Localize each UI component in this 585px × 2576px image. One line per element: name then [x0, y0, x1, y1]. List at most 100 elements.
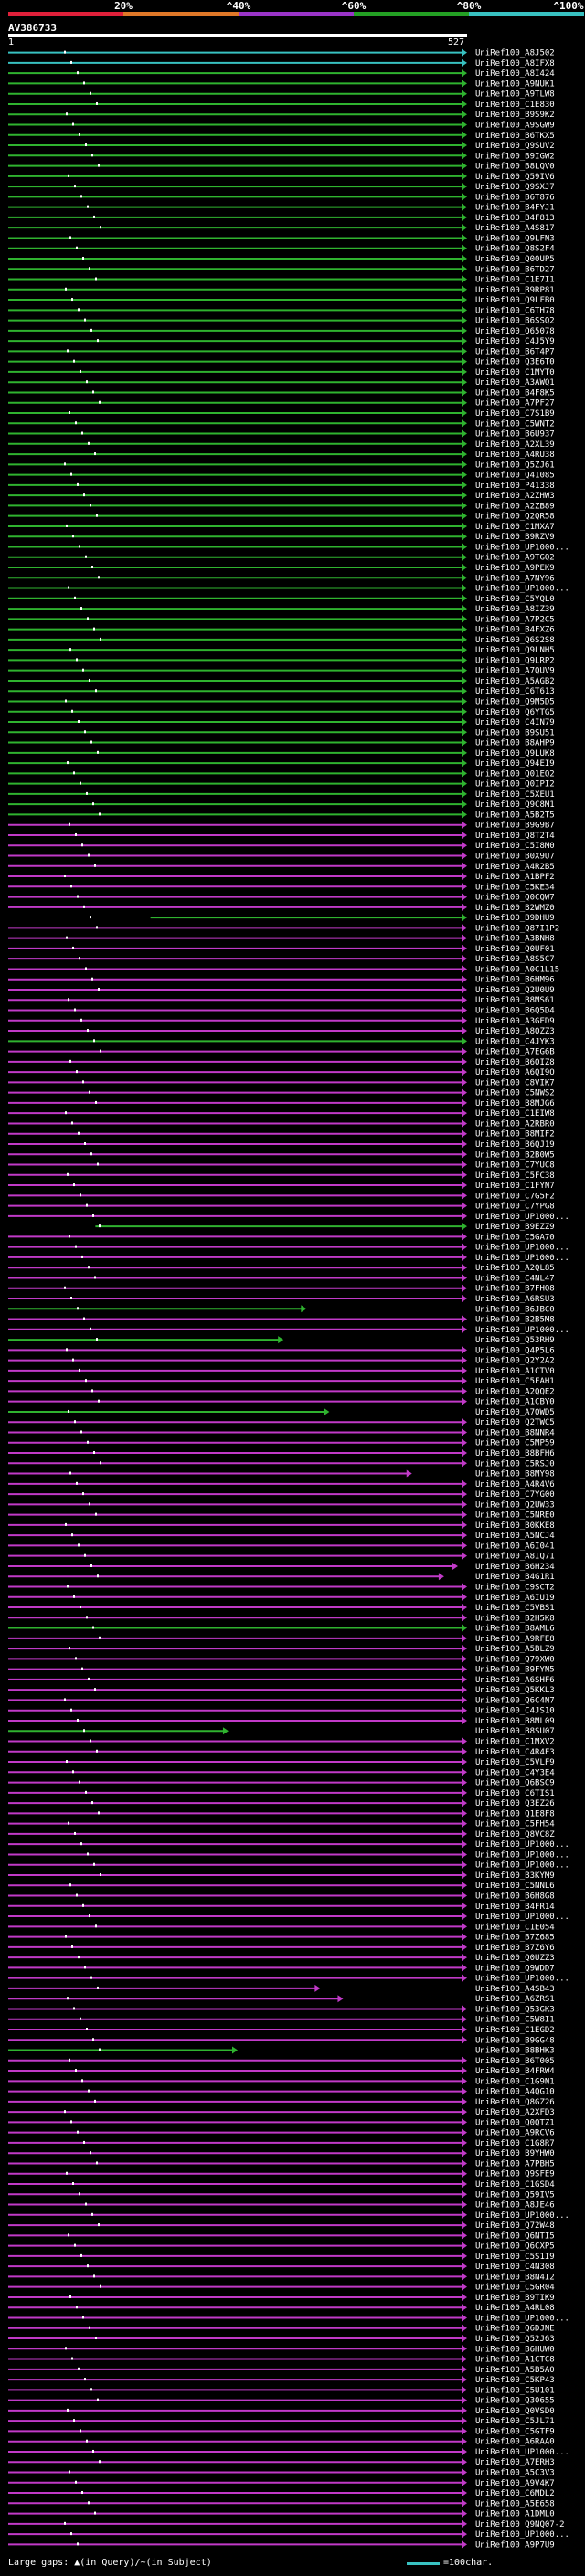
hit-row[interactable]: UniRef100_C5VLF9 — [8, 1758, 555, 1767]
hit-id-label[interactable]: UniRef100_C5WNT2 — [475, 419, 555, 429]
hit-id-label[interactable]: UniRef100_B4FR14 — [475, 1903, 555, 1912]
hit-row[interactable]: UniRef100_UP1000... — [8, 1243, 569, 1253]
hit-id-label[interactable]: UniRef100_Q0VSD0 — [475, 2407, 555, 2416]
hit-row[interactable]: UniRef100_Q94EI9 — [8, 759, 555, 769]
hit-row[interactable]: UniRef100_A7EG6B — [8, 1047, 555, 1057]
hit-id-label[interactable]: UniRef100_A2ZHW3 — [475, 492, 555, 501]
hit-id-label[interactable]: UniRef100_UP1000... — [475, 2314, 569, 2323]
hit-id-label[interactable]: UniRef100_Q72W48 — [475, 2221, 555, 2231]
hit-row[interactable]: UniRef100_A2XFD3 — [8, 2108, 555, 2117]
hit-id-label[interactable]: UniRef100_Q5ZJ61 — [475, 461, 555, 470]
hit-id-label[interactable]: UniRef100_A1CTC8 — [475, 2356, 555, 2365]
hit-row[interactable]: UniRef100_B9FYN5 — [8, 1665, 555, 1675]
hit-id-label[interactable]: UniRef100_UP1000... — [475, 1850, 569, 1860]
hit-id-label[interactable]: UniRef100_Q52J63 — [475, 2335, 555, 2344]
hit-id-label[interactable]: UniRef100_Q9WDD7 — [475, 1964, 555, 1973]
hit-row[interactable]: UniRef100_B9IGW2 — [8, 152, 555, 161]
hit-row[interactable]: UniRef100_B2B0W5 — [8, 1150, 555, 1160]
hit-row[interactable]: UniRef100_B9EZZ9 — [95, 1223, 555, 1232]
hit-id-label[interactable]: UniRef100_A7NY96 — [475, 574, 555, 583]
hit-row[interactable]: UniRef100_C9SCT2 — [8, 1583, 555, 1592]
hit-row[interactable]: UniRef100_Q8T2T4 — [8, 831, 555, 841]
hit-id-label[interactable]: UniRef100_C5S1I9 — [475, 2253, 555, 2262]
hit-id-label[interactable]: UniRef100_A2QL85 — [475, 1264, 555, 1273]
hit-id-label[interactable]: UniRef100_C7S1B9 — [475, 409, 555, 419]
hit-id-label[interactable]: UniRef100_C5U101 — [475, 2386, 555, 2395]
hit-row[interactable]: UniRef100_Q9NQ07-2 — [8, 2519, 565, 2529]
hit-id-label[interactable]: UniRef100_Q00UP5 — [475, 255, 555, 264]
hit-row[interactable]: UniRef100_C5FH54 — [8, 1819, 555, 1829]
hit-row[interactable]: UniRef100_B6TKX5 — [8, 132, 555, 141]
hit-id-label[interactable]: UniRef100_Q6DJNE — [475, 2325, 555, 2334]
hit-row[interactable]: UniRef100_B9RP81 — [8, 285, 555, 295]
hit-row[interactable]: UniRef100_B2H5K8 — [8, 1614, 555, 1623]
hit-row[interactable]: UniRef100_Q9LUK8 — [8, 748, 555, 758]
hit-id-label[interactable]: UniRef100_C1FYN7 — [475, 1182, 555, 1191]
hit-row[interactable]: UniRef100_B6QIZ8 — [8, 1057, 555, 1067]
hit-id-label[interactable]: UniRef100_C5GTF9 — [475, 2427, 555, 2436]
hit-row[interactable]: UniRef100_UP1000... — [8, 1860, 569, 1871]
hit-row[interactable]: UniRef100_A4SB43 — [8, 1984, 555, 1994]
hit-id-label[interactable]: UniRef100_UP1000... — [475, 1244, 569, 1253]
hit-row[interactable]: UniRef100_Q5ZJ61 — [8, 461, 555, 470]
hit-id-label[interactable]: UniRef100_B6T4P7 — [475, 347, 555, 356]
hit-row[interactable]: UniRef100_B6H234 — [8, 1562, 555, 1572]
hit-id-label[interactable]: UniRef100_C4IN79 — [475, 718, 555, 727]
hit-id-label[interactable]: UniRef100_B2H5K8 — [475, 1614, 555, 1623]
hit-id-label[interactable]: UniRef100_B6QIZ8 — [475, 1058, 555, 1067]
hit-id-label[interactable]: UniRef100_A5NCJ4 — [475, 1532, 555, 1541]
hit-id-label[interactable]: UniRef100_C4JS10 — [475, 1707, 555, 1716]
hit-id-label[interactable]: UniRef100_UP1000... — [475, 1861, 569, 1871]
hit-row[interactable]: UniRef100_Q87I1P2 — [8, 924, 559, 933]
hit-id-label[interactable]: UniRef100_C5VLF9 — [475, 1758, 555, 1767]
hit-row[interactable]: UniRef100_A7ERH3 — [8, 2458, 555, 2467]
hit-id-label[interactable]: UniRef100_C7YPG8 — [475, 1203, 555, 1212]
hit-id-label[interactable]: UniRef100_Q87I1P2 — [475, 924, 559, 933]
hit-row[interactable]: UniRef100_B6SSQ2 — [8, 316, 555, 326]
hit-row[interactable]: UniRef100_Q6C4N7 — [8, 1696, 555, 1705]
hit-id-label[interactable]: UniRef100_B6T876 — [475, 193, 555, 202]
hit-row[interactable]: UniRef100_Q9LFN3 — [8, 234, 555, 243]
hit-row[interactable]: UniRef100_C5FAH1 — [8, 1377, 555, 1386]
hit-id-label[interactable]: UniRef100_Q3E6T0 — [475, 358, 555, 367]
hit-row[interactable]: UniRef100_C7YG00 — [8, 1490, 555, 1500]
hit-row[interactable]: UniRef100_Q00UP5 — [8, 254, 555, 264]
hit-id-label[interactable]: UniRef100_Q2Y2A2 — [475, 1357, 555, 1366]
hit-id-label[interactable]: UniRef100_A6I041 — [475, 1542, 555, 1551]
hit-row[interactable]: UniRef100_B9TIK9 — [8, 2293, 555, 2303]
hit-id-label[interactable]: UniRef100_C5FH54 — [475, 1820, 555, 1829]
hit-id-label[interactable]: UniRef100_UP1000... — [475, 543, 569, 552]
hit-row[interactable]: UniRef100_A4RL08 — [8, 2304, 555, 2313]
hit-id-label[interactable]: UniRef100_A1BPF2 — [475, 873, 555, 882]
hit-id-label[interactable]: UniRef100_B6HUW0 — [475, 2345, 555, 2354]
hit-id-label[interactable]: UniRef100_C4J5Y9 — [475, 337, 555, 346]
hit-row[interactable]: UniRef100_B4F8K5 — [8, 388, 555, 398]
hit-row[interactable]: UniRef100_UP1000... — [8, 543, 569, 552]
hit-id-label[interactable]: UniRef100_C5JL71 — [475, 2417, 555, 2426]
hit-row[interactable]: UniRef100_A3AWQ1 — [8, 378, 555, 387]
hit-row[interactable]: UniRef100_B2WMZ0 — [8, 903, 555, 913]
hit-id-label[interactable]: UniRef100_C1E7I1 — [475, 276, 555, 285]
hit-id-label[interactable]: UniRef100_Q6NTI5 — [475, 2231, 555, 2241]
hit-row[interactable]: UniRef100_B6U937 — [8, 429, 555, 440]
hit-row[interactable]: UniRef100_C5GTF9 — [8, 2427, 555, 2436]
hit-row[interactable]: UniRef100_B7FHQ8 — [8, 1284, 555, 1294]
hit-id-label[interactable]: UniRef100_B8AML6 — [475, 1625, 555, 1634]
hit-row[interactable]: UniRef100_C1E7I1 — [8, 275, 555, 285]
hit-id-label[interactable]: UniRef100_C1G8R7 — [475, 2139, 555, 2148]
hit-id-label[interactable]: UniRef100_Q53GK3 — [475, 2005, 555, 2014]
hit-row[interactable]: UniRef100_Q52J63 — [8, 2335, 555, 2344]
hit-row[interactable]: UniRef100_B9G9B7 — [8, 821, 555, 831]
hit-id-label[interactable]: UniRef100_Q65078 — [475, 327, 555, 336]
hit-id-label[interactable]: UniRef100_C5KE34 — [475, 883, 555, 892]
hit-row[interactable]: UniRef100_A9TGQ2 — [8, 553, 555, 563]
hit-row[interactable]: UniRef100_Q59IV6 — [8, 172, 555, 182]
hit-row[interactable]: UniRef100_B9YHW0 — [8, 2149, 555, 2158]
hit-id-label[interactable]: UniRef100_B9TIK9 — [475, 2294, 555, 2303]
hit-id-label[interactable]: UniRef100_A7QWD5 — [475, 1408, 555, 1417]
hit-row[interactable]: UniRef100_A1CTC8 — [8, 2355, 555, 2365]
hit-id-label[interactable]: UniRef100_UP1000... — [475, 1213, 569, 1222]
hit-id-label[interactable]: UniRef100_B8BHK3 — [475, 2047, 555, 2056]
hit-id-label[interactable]: UniRef100_C5NNL6 — [475, 1882, 555, 1891]
hit-row[interactable]: UniRef100_Q9M5D5 — [8, 697, 555, 706]
